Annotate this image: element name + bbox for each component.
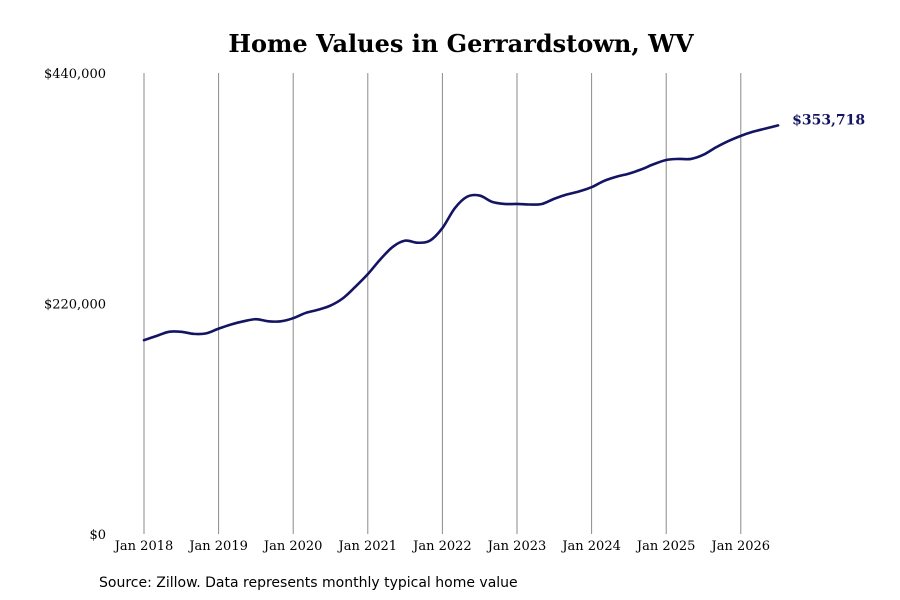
series-line-0	[142, 124, 780, 342]
data-point	[715, 146, 718, 149]
y-tick-label: $220,000	[44, 298, 106, 313]
data-point	[466, 195, 469, 198]
data-point	[454, 207, 457, 210]
data-point	[267, 320, 270, 323]
data-point	[342, 297, 345, 300]
data-point	[354, 285, 357, 288]
data-point	[478, 194, 481, 197]
data-point	[143, 339, 146, 342]
vertical-gridlines	[143, 73, 742, 534]
data-point	[255, 318, 258, 321]
x-tick-label: Jan 2021	[337, 539, 398, 554]
y-tick-label: $0	[89, 528, 106, 543]
data-point	[391, 246, 394, 249]
data-point	[652, 163, 655, 166]
data-point	[665, 159, 668, 162]
data-point	[155, 335, 158, 338]
data-point	[292, 317, 295, 320]
x-tick-label: Jan 2019	[187, 539, 248, 554]
end-value-label: $353,718	[792, 112, 865, 128]
data-point	[615, 175, 618, 178]
x-tick-label: Jan 2018	[113, 539, 174, 554]
data-point	[516, 203, 519, 206]
data-point	[528, 203, 531, 206]
data-point	[168, 330, 171, 333]
data-point	[565, 193, 568, 196]
x-tick-label: Jan 2023	[486, 539, 547, 554]
data-point	[441, 227, 444, 230]
data-point	[416, 241, 419, 244]
data-point	[180, 330, 183, 333]
data-point	[217, 327, 220, 330]
data-point	[491, 201, 494, 204]
data-point	[379, 258, 382, 261]
data-point	[777, 124, 780, 127]
data-point	[192, 333, 195, 336]
x-tick-label: Jan 2022	[411, 539, 472, 554]
data-point	[702, 153, 705, 156]
data-point	[640, 168, 643, 171]
data-point	[242, 320, 245, 323]
source-note: Source: Zillow. Data represents monthly …	[99, 575, 518, 591]
data-point	[764, 127, 767, 130]
y-axis-ticks: $0 $220,000 $440,000	[44, 67, 106, 543]
data-point	[740, 135, 743, 138]
data-point	[304, 312, 307, 315]
data-point	[553, 197, 556, 200]
x-tick-label: Jan 2024	[560, 539, 621, 554]
data-point	[690, 158, 693, 161]
data-point	[317, 308, 320, 311]
data-point	[230, 323, 233, 326]
y-tick-label: $440,000	[44, 67, 106, 82]
data-point	[279, 320, 282, 323]
data-point	[404, 239, 407, 242]
data-point	[541, 203, 544, 206]
x-tick-label: Jan 2020	[262, 539, 323, 554]
data-point	[677, 158, 680, 161]
chart-title: Home Values in Gerrardstown, WV	[228, 29, 694, 58]
data-point	[329, 304, 332, 307]
data-point	[429, 239, 432, 242]
series-layer	[142, 124, 780, 342]
data-point	[752, 130, 755, 133]
x-axis-ticks: Jan 2018 Jan 2019 Jan 2020 Jan 2021 Jan 2022…	[113, 539, 770, 554]
data-point	[205, 332, 208, 335]
data-point	[603, 180, 606, 183]
data-point	[503, 203, 506, 206]
data-point	[578, 190, 581, 193]
x-tick-label: Jan 2026	[710, 539, 771, 554]
data-point	[367, 273, 370, 276]
data-point	[628, 172, 631, 175]
x-tick-label: Jan 2025	[635, 539, 696, 554]
data-point	[727, 140, 730, 143]
data-point	[590, 186, 593, 189]
